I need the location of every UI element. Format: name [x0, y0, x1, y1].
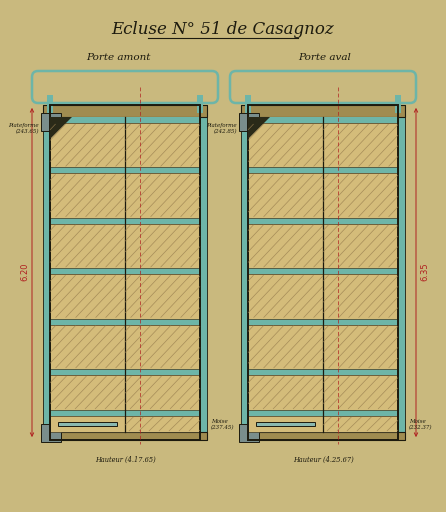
Bar [43, 105, 207, 117]
Text: Moise
(232.37): Moise (232.37) [409, 419, 433, 430]
Bar [248, 117, 398, 123]
Bar [125, 174, 200, 218]
Bar [398, 105, 405, 440]
Bar [239, 424, 259, 442]
Text: Hauteur (4.25.67): Hauteur (4.25.67) [293, 456, 353, 464]
Text: Porte amont: Porte amont [86, 53, 150, 62]
Text: Plateforme
(242.85): Plateforme (242.85) [206, 123, 237, 134]
Bar [248, 325, 323, 369]
Bar [50, 218, 200, 224]
Bar [50, 274, 125, 318]
Bar [125, 123, 200, 167]
Bar [125, 224, 200, 268]
Bar [248, 375, 323, 410]
Text: Porte aval: Porte aval [298, 53, 351, 62]
Bar [125, 325, 200, 369]
Bar [248, 105, 398, 440]
Polygon shape [50, 117, 72, 139]
Bar [323, 123, 398, 167]
Bar [50, 268, 200, 274]
Text: 6.35: 6.35 [420, 263, 429, 281]
Bar [239, 113, 259, 131]
Bar [248, 274, 323, 318]
Bar [248, 410, 398, 416]
Bar [323, 375, 398, 410]
Bar [248, 123, 323, 167]
Bar [50, 174, 125, 218]
Bar [125, 375, 200, 410]
Bar [248, 174, 323, 218]
Bar [50, 369, 200, 375]
Bar [41, 424, 61, 442]
Bar [50, 410, 200, 416]
Bar [256, 422, 315, 426]
Text: Ecluse N° 51 de Casagnoz: Ecluse N° 51 de Casagnoz [112, 22, 334, 38]
Text: 6.20: 6.20 [20, 263, 29, 281]
Bar [323, 224, 398, 268]
Polygon shape [248, 117, 270, 139]
Bar [248, 218, 398, 224]
Bar [248, 318, 398, 325]
Bar [50, 375, 125, 410]
Bar [125, 416, 200, 432]
Bar [323, 274, 398, 318]
Bar [41, 113, 61, 131]
Bar [395, 95, 401, 113]
Bar [245, 95, 251, 113]
Bar [125, 274, 200, 318]
Bar [323, 325, 398, 369]
Bar [241, 105, 248, 440]
Bar [323, 416, 398, 432]
Bar [50, 224, 125, 268]
Bar [50, 105, 200, 440]
Text: Moise
(237.45): Moise (237.45) [211, 419, 235, 430]
Text: Hauteur (4.17.65): Hauteur (4.17.65) [95, 456, 155, 464]
Bar [197, 95, 203, 113]
Bar [241, 105, 405, 117]
Bar [50, 416, 125, 432]
Bar [248, 105, 398, 440]
Bar [43, 432, 207, 440]
Bar [248, 268, 398, 274]
Bar [200, 105, 207, 440]
Bar [43, 105, 50, 440]
Bar [50, 318, 200, 325]
Bar [248, 369, 398, 375]
Bar [47, 95, 53, 113]
Bar [50, 325, 125, 369]
Bar [50, 105, 200, 440]
Bar [50, 123, 125, 167]
Text: Plateforme
(243.65): Plateforme (243.65) [8, 123, 39, 134]
Bar [323, 174, 398, 218]
Bar [58, 422, 117, 426]
Bar [241, 432, 405, 440]
Bar [248, 416, 323, 432]
Bar [248, 167, 398, 174]
Bar [50, 117, 200, 123]
Bar [50, 167, 200, 174]
Bar [248, 224, 323, 268]
